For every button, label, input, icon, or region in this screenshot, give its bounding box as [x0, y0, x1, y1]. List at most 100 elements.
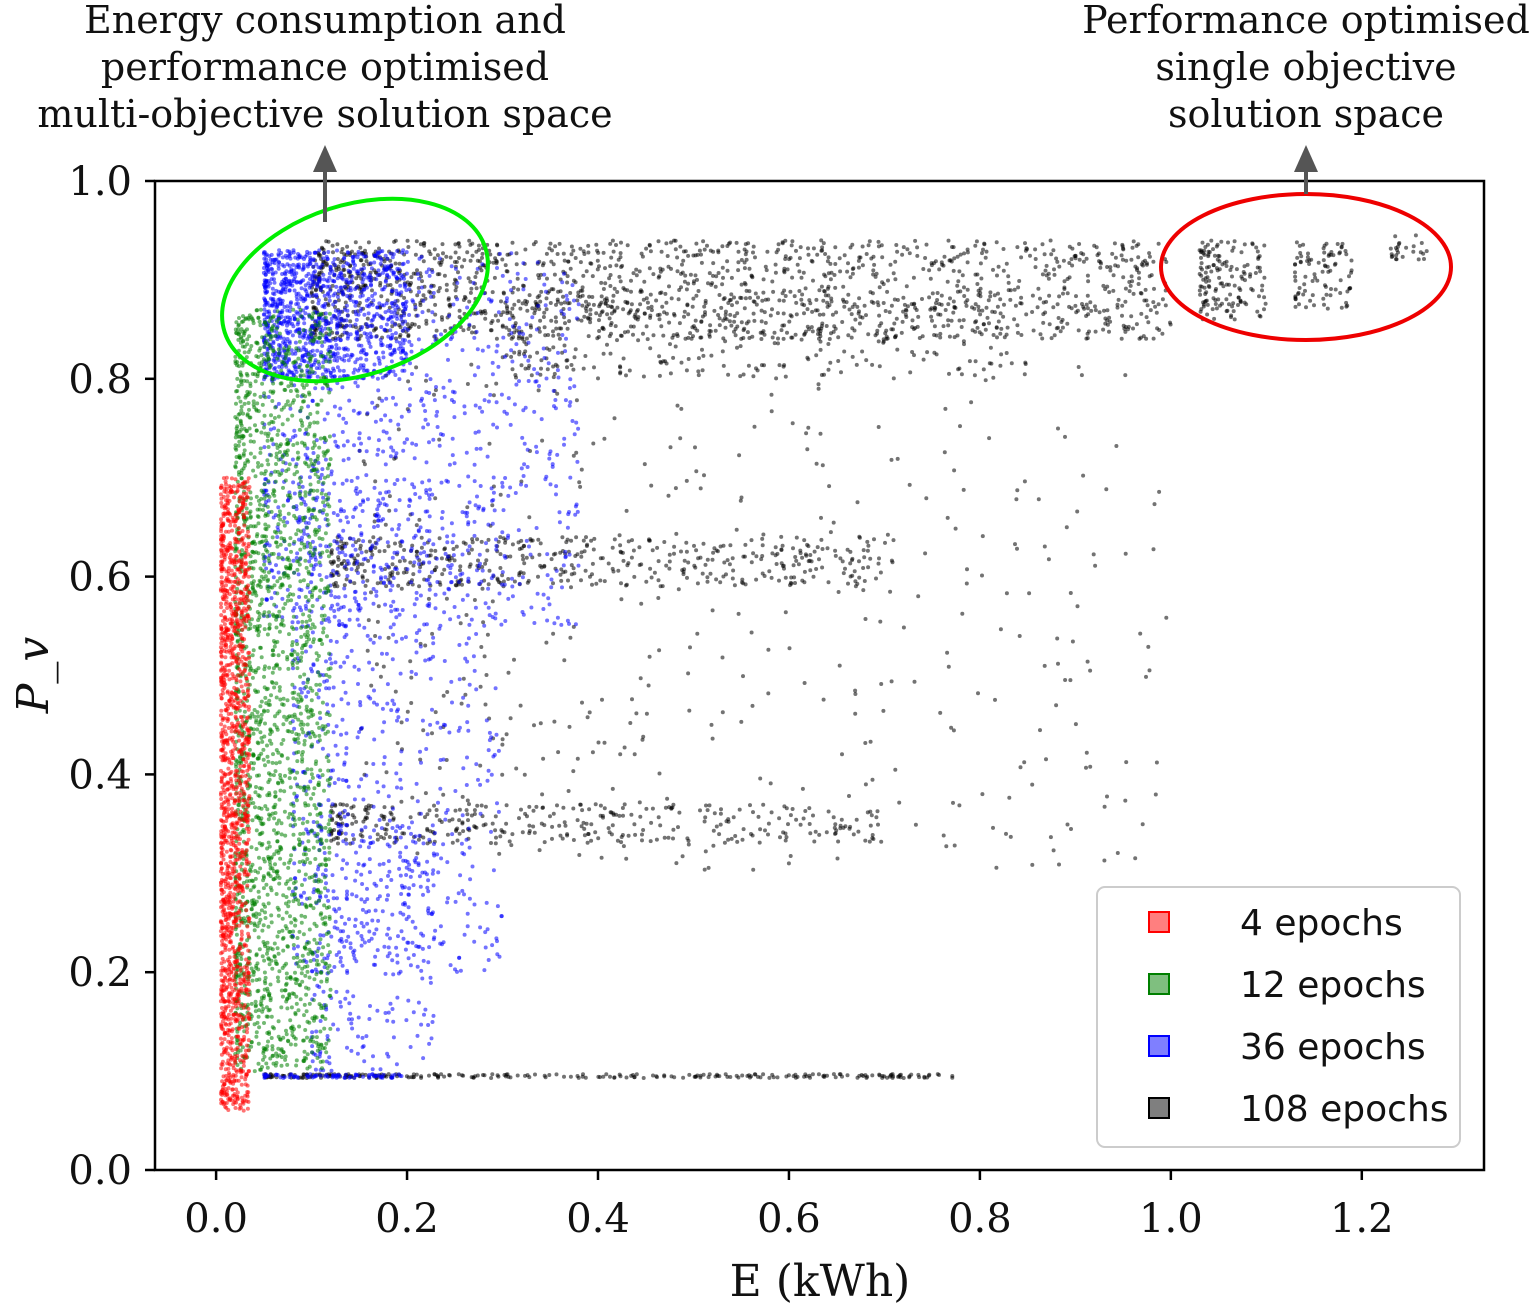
data-point [852, 302, 857, 307]
data-point [788, 313, 793, 318]
data-point [629, 302, 634, 307]
data-point [917, 1075, 922, 1080]
data-point [566, 259, 571, 264]
data-point [1153, 304, 1158, 309]
data-point [1124, 760, 1129, 765]
data-point [579, 318, 584, 323]
data-point [307, 251, 312, 256]
data-point [740, 1073, 745, 1078]
data-point [634, 309, 639, 314]
data-point [383, 462, 388, 467]
data-point [293, 351, 298, 356]
data-point [368, 261, 373, 266]
data-point [453, 277, 457, 282]
data-point [783, 831, 788, 836]
data-point [288, 315, 292, 320]
data-point [839, 817, 844, 822]
data-point [285, 249, 290, 253]
data-point [366, 558, 371, 563]
data-point [641, 1076, 646, 1080]
data-point [788, 583, 792, 588]
data-point [403, 307, 408, 311]
data-point [388, 251, 393, 256]
data-point [722, 840, 727, 845]
data-point [960, 273, 965, 278]
data-point [876, 822, 880, 827]
data-point [356, 249, 361, 254]
data-point [847, 826, 852, 831]
data-point [339, 316, 344, 321]
data-point [806, 246, 810, 251]
data-point [460, 582, 464, 587]
data-point [380, 316, 385, 321]
data-point [783, 610, 788, 615]
data-point [262, 250, 266, 255]
data-point [411, 572, 416, 577]
data-point [611, 249, 616, 254]
data-point [532, 367, 537, 372]
data-point [733, 834, 738, 838]
data-point [867, 839, 872, 844]
data-point [1025, 247, 1030, 252]
data-point [815, 308, 820, 313]
data-point [707, 803, 712, 808]
data-point [708, 248, 713, 253]
data-point [597, 304, 602, 309]
data-point [429, 284, 434, 289]
data-point [628, 324, 633, 329]
data-point [735, 311, 740, 316]
data-point [481, 620, 486, 625]
data-point [991, 825, 995, 830]
data-point [684, 478, 689, 483]
data-point [622, 802, 627, 807]
data-point [877, 556, 881, 561]
data-point [594, 311, 599, 316]
data-point [887, 310, 892, 315]
data-point [536, 574, 540, 579]
data-point [571, 278, 576, 283]
data-point [568, 1074, 573, 1079]
data-point [581, 366, 586, 371]
data-point [723, 1072, 728, 1077]
data-point [549, 259, 554, 264]
data-point [554, 326, 559, 331]
data-point [561, 312, 566, 317]
data-point [375, 832, 380, 837]
data-point [814, 353, 819, 358]
data-point [555, 452, 560, 457]
data-point [480, 251, 485, 256]
data-point [1344, 300, 1349, 305]
data-point [709, 282, 714, 287]
data-point [868, 739, 873, 744]
data-point [437, 286, 442, 290]
data-point [826, 367, 831, 372]
data-point [871, 268, 876, 273]
data-point [856, 311, 861, 316]
data-point [331, 582, 336, 587]
data-point [376, 447, 381, 452]
data-point [987, 321, 991, 326]
data-point [269, 252, 274, 257]
data-point [990, 309, 995, 314]
data-point [588, 312, 593, 317]
data-point [771, 289, 776, 294]
data-point [490, 503, 495, 508]
data-point [694, 469, 699, 474]
data-point [401, 341, 406, 346]
data-point [427, 587, 432, 592]
data-point [526, 379, 531, 383]
data-point [437, 443, 442, 448]
data-point [274, 305, 279, 310]
data-point [674, 531, 679, 536]
data-point [333, 439, 338, 444]
data-point [510, 594, 515, 599]
data-point [797, 269, 802, 274]
data-point [365, 275, 370, 280]
data-point [492, 275, 497, 280]
data-point [609, 311, 614, 316]
data-point [781, 311, 786, 316]
data-point [515, 271, 520, 276]
data-point [1131, 239, 1136, 244]
data-point [569, 252, 574, 257]
data-point [280, 596, 285, 601]
